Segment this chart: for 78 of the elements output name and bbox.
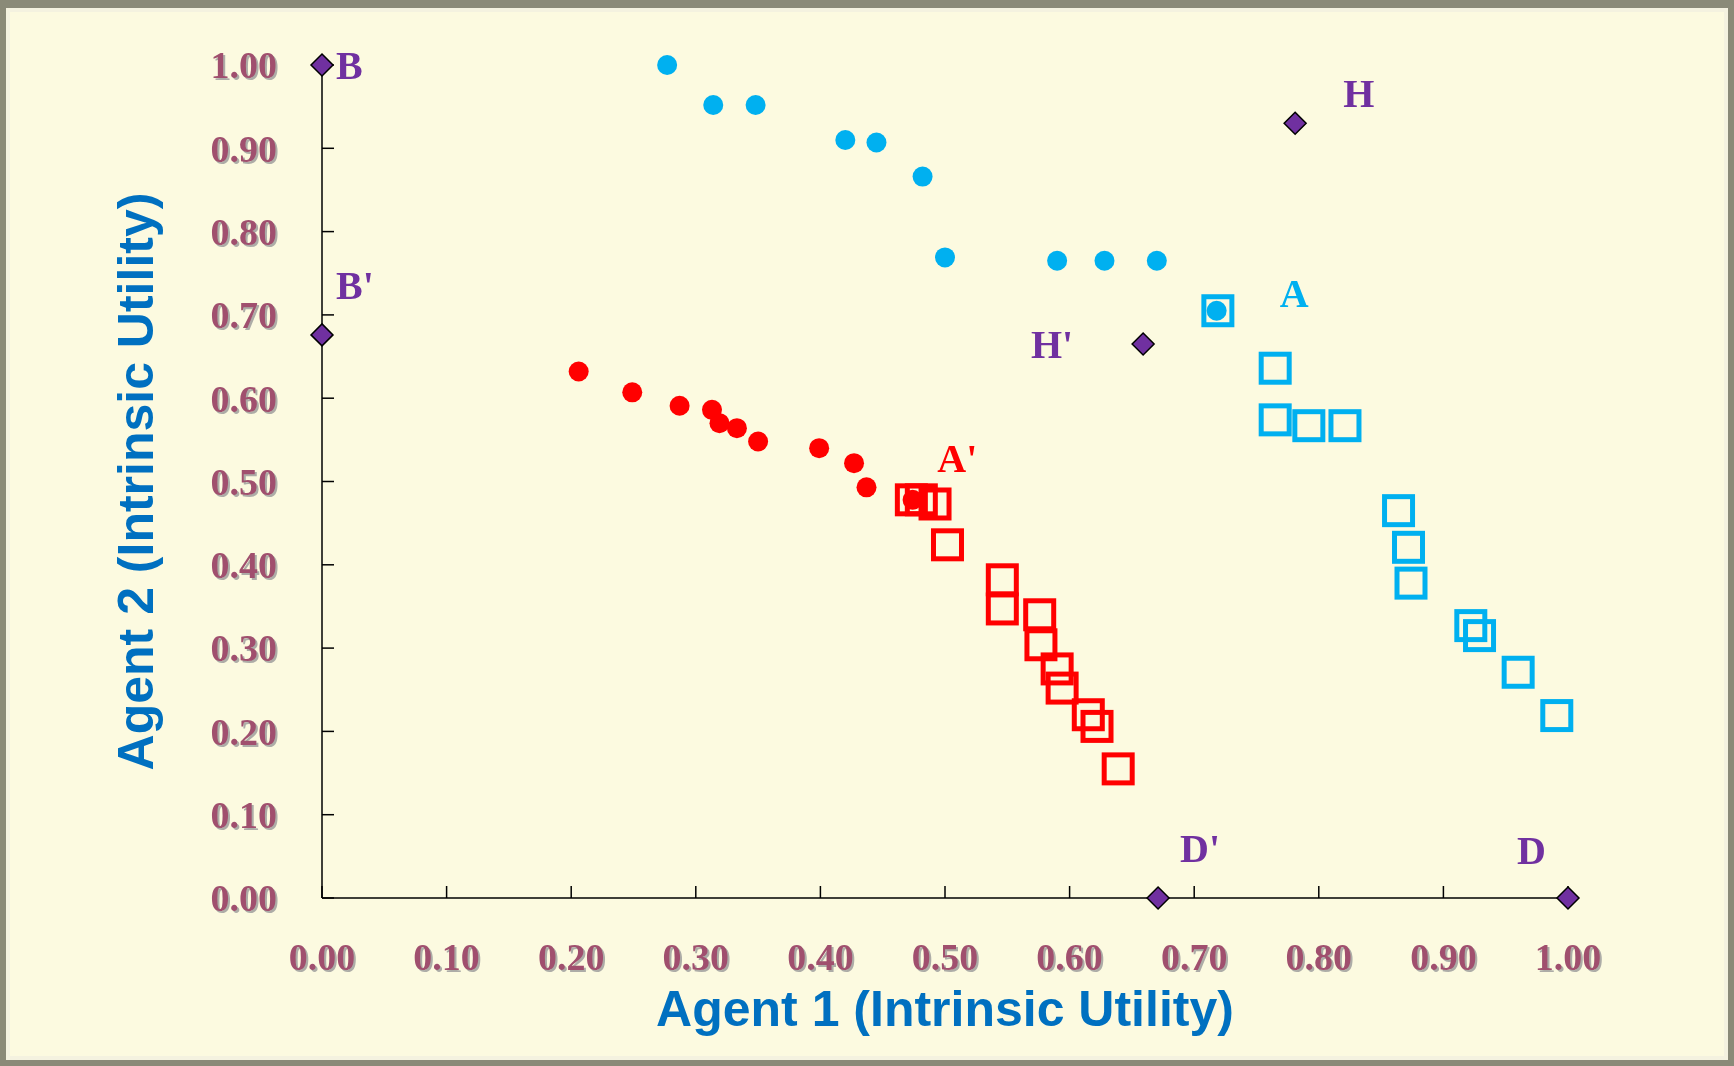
y-tick-label: 0.10: [210, 794, 277, 836]
x-tick-label: 0.80: [1285, 936, 1353, 978]
point: [856, 477, 877, 498]
point: [1047, 250, 1068, 271]
point: [748, 431, 769, 452]
point: [1392, 530, 1426, 564]
x-tick-label: 0.70: [1160, 936, 1228, 978]
x-tick-label: 0.00: [288, 936, 356, 978]
x-axis-title: Agent 1 (Intrinsic Utility): [656, 981, 1234, 1037]
point: [809, 438, 830, 459]
point: [1258, 351, 1292, 385]
x-tick-label: 0.10: [413, 936, 480, 978]
point: [1146, 250, 1167, 271]
point: [1501, 655, 1535, 689]
point: [844, 453, 865, 474]
point: [1394, 566, 1428, 600]
point: [1283, 111, 1307, 136]
point: [1328, 409, 1362, 443]
point: [1463, 619, 1497, 653]
point: [657, 55, 678, 75]
y-tick-label: 0.00: [210, 877, 277, 920]
y-tick-label: 0.50: [210, 460, 277, 503]
point: [930, 528, 964, 562]
point: [1045, 671, 1079, 705]
y-tick-label: 0.20: [210, 710, 277, 753]
point: [1540, 699, 1574, 733]
x-tick-label: 0.40: [787, 936, 854, 978]
point: [1131, 332, 1155, 356]
y-tick-label: 0.80: [210, 210, 277, 253]
point: [918, 487, 952, 521]
x-tick-label: 0.30: [662, 936, 730, 978]
point: [1023, 598, 1057, 632]
point: [1454, 609, 1488, 643]
y-tick-label: 0.30: [210, 627, 277, 670]
y-tick-label: 0.60: [210, 377, 277, 420]
point: [1024, 628, 1058, 662]
annotation: A': [937, 435, 978, 481]
x-tick-label: 0.50: [911, 936, 979, 978]
point: [1094, 250, 1115, 271]
point: [669, 395, 690, 416]
point: [745, 94, 766, 115]
point: [1040, 652, 1074, 686]
point: [1201, 294, 1235, 328]
y-tick-label: 1.00: [210, 44, 277, 87]
annotation: B: [336, 43, 363, 88]
point: [935, 247, 955, 268]
annotation: B': [336, 262, 374, 308]
x-tick-label: 0.60: [1036, 936, 1103, 978]
annotation: H: [1343, 71, 1375, 117]
point: [1382, 494, 1416, 528]
point: [912, 166, 933, 187]
x-tick-label: 0.20: [537, 936, 605, 978]
x-tick-label: 0.90: [1410, 936, 1477, 978]
point: [1146, 886, 1170, 910]
point: [622, 382, 643, 403]
point: [310, 323, 334, 347]
annotation: D': [1180, 826, 1221, 871]
point: [709, 413, 730, 434]
point: [1292, 409, 1326, 443]
point: [726, 418, 747, 439]
point: [568, 361, 589, 382]
point: [894, 483, 928, 517]
x-tick-label: 1.00: [1534, 936, 1602, 978]
point: [1080, 709, 1114, 743]
point: [1071, 698, 1105, 732]
point: [985, 592, 1019, 626]
point: [835, 129, 856, 150]
point: [866, 132, 887, 153]
point: [1258, 403, 1292, 437]
annotation: D: [1517, 828, 1546, 873]
y-tick-label: 0.90: [210, 127, 277, 170]
point: [1101, 752, 1135, 786]
annotation: A: [1279, 270, 1309, 316]
y-tick-label: 0.40: [210, 544, 277, 587]
y-tick-label: 0.70: [210, 294, 277, 337]
annotation: H': [1030, 322, 1074, 368]
y-axis-title: Agent 2 (Intrinsic Utility): [108, 192, 164, 771]
point: [703, 94, 724, 115]
